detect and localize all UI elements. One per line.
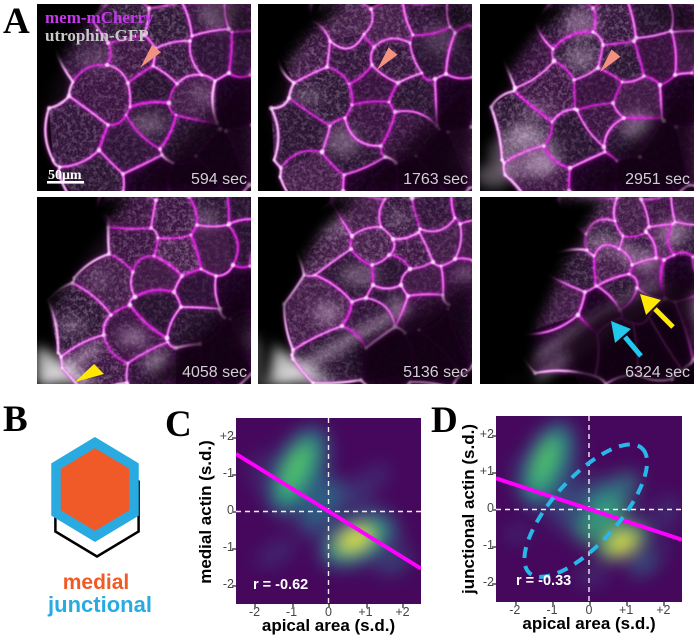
svg-text:mem-mCherry: mem-mCherry — [45, 8, 154, 27]
svg-text:6324 sec: 6324 sec — [625, 364, 690, 381]
svg-text:2951 sec: 2951 sec — [625, 171, 690, 188]
svg-text:4058 sec: 4058 sec — [182, 364, 247, 381]
svg-text:5136 sec: 5136 sec — [403, 364, 468, 381]
svg-text:594 sec: 594 sec — [191, 171, 247, 188]
svg-text:r = -0.33: r = -0.33 — [516, 573, 571, 589]
svg-text:r = -0.62: r = -0.62 — [253, 577, 308, 593]
svg-text:50μm: 50μm — [48, 168, 82, 183]
svg-text:utrophin-GFP: utrophin-GFP — [45, 26, 149, 45]
svg-text:1763 sec: 1763 sec — [403, 171, 468, 188]
